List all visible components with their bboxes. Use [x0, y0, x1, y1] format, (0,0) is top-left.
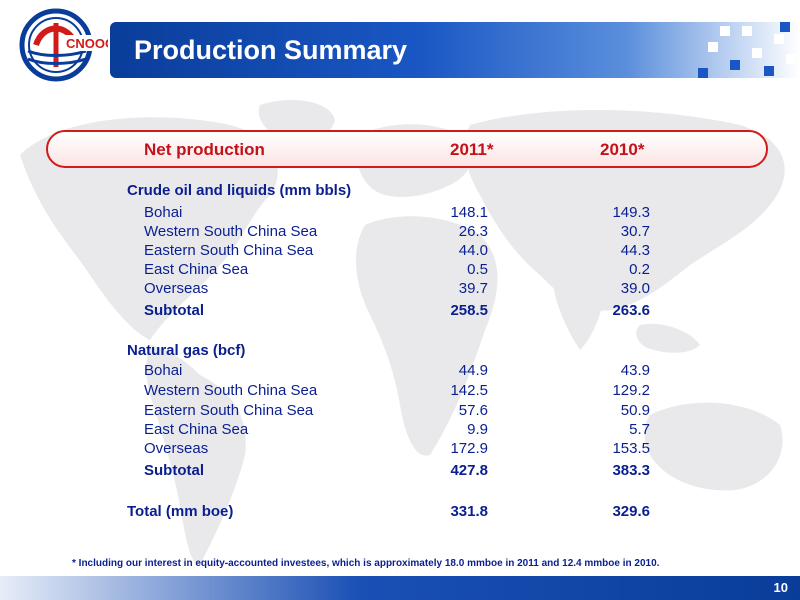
value-2011: 0.5 [467, 261, 488, 278]
cnooc-logo-icon: CNOOC [19, 8, 108, 82]
total-row: Total (mm boe) 331.8 329.6 [0, 502, 800, 521]
value-2011: 57.6 [458, 402, 488, 419]
value-2010: 30.7 [620, 223, 650, 240]
row-label: Eastern South China Sea [144, 242, 314, 259]
column-header-2011: 2011* [450, 140, 494, 159]
value-2011: 148.1 [450, 204, 488, 221]
row-label: East China Sea [144, 421, 249, 438]
row-label: Overseas [144, 280, 209, 297]
subtotal-label: Subtotal [144, 302, 204, 319]
value-2011: 44.0 [458, 242, 488, 259]
total-2011: 331.8 [450, 503, 488, 520]
table-row: Western South China Sea 26.3 30.7 [0, 222, 800, 241]
section-title-crude-oil: Crude oil and liquids (mm bbls) [127, 182, 352, 199]
subtotal-row-crude-oil: Subtotal 258.5 263.6 [0, 301, 800, 320]
value-2011: 142.5 [450, 382, 488, 399]
value-2010: 50.9 [620, 402, 650, 419]
row-label: East China Sea [144, 261, 249, 278]
table-row: Eastern South China Sea 44.0 44.3 [0, 241, 800, 260]
world-map-background [20, 100, 785, 565]
footnote: * Including our interest in equity-accou… [72, 558, 660, 569]
row-label: Bohai [144, 362, 183, 379]
subtotal-2010: 383.3 [612, 462, 650, 479]
table-row: Overseas 39.7 39.0 [0, 279, 800, 298]
footer-bar [0, 576, 800, 600]
value-2011: 44.9 [458, 362, 488, 379]
net-production-label: Net production [144, 140, 265, 159]
total-2010: 329.6 [612, 503, 650, 520]
row-label: Western South China Sea [144, 382, 318, 399]
subtotal-2011: 258.5 [450, 302, 488, 319]
table-row: Bohai 148.1 149.3 [0, 203, 800, 222]
logo-wordmark: CNOOC [66, 36, 108, 51]
table-row: Western South China Sea 142.5 129.2 [0, 381, 800, 400]
row-label: Eastern South China Sea [144, 402, 314, 419]
net-production-header-pill [46, 130, 768, 168]
subtotal-label: Subtotal [144, 462, 204, 479]
subtotal-2011: 427.8 [450, 462, 488, 479]
value-2011: 26.3 [458, 223, 488, 240]
title-bar [110, 22, 800, 78]
row-label: Overseas [144, 440, 209, 457]
table-row: Eastern South China Sea 57.6 50.9 [0, 401, 800, 420]
value-2010: 39.0 [620, 280, 650, 297]
row-label: Western South China Sea [144, 223, 318, 240]
pixel-squares-decoration [698, 22, 796, 78]
value-2011: 172.9 [450, 440, 488, 457]
value-2010: 5.7 [629, 421, 650, 438]
page-number: 10 [773, 580, 788, 595]
table-row: East China Sea 9.9 5.7 [0, 420, 800, 439]
subtotal-row-natural-gas: Subtotal 427.8 383.3 [0, 461, 800, 480]
column-header-2010: 2010* [600, 140, 645, 159]
table-row: Overseas 172.9 153.5 [0, 439, 800, 458]
table-row: East China Sea 0.5 0.2 [0, 260, 800, 279]
value-2010: 0.2 [629, 261, 650, 278]
value-2010: 44.3 [620, 242, 650, 259]
value-2011: 39.7 [458, 280, 488, 297]
row-label: Bohai [144, 204, 183, 221]
value-2010: 153.5 [612, 440, 650, 457]
page-title: Production Summary [134, 35, 408, 65]
value-2010: 149.3 [612, 204, 650, 221]
value-2011: 9.9 [467, 421, 488, 438]
value-2010: 129.2 [612, 382, 650, 399]
subtotal-2010: 263.6 [612, 302, 650, 319]
value-2010: 43.9 [620, 362, 650, 379]
table-row: Bohai 44.9 43.9 [0, 361, 800, 380]
section-title-natural-gas: Natural gas (bcf) [127, 342, 246, 359]
total-label: Total (mm boe) [127, 503, 234, 520]
